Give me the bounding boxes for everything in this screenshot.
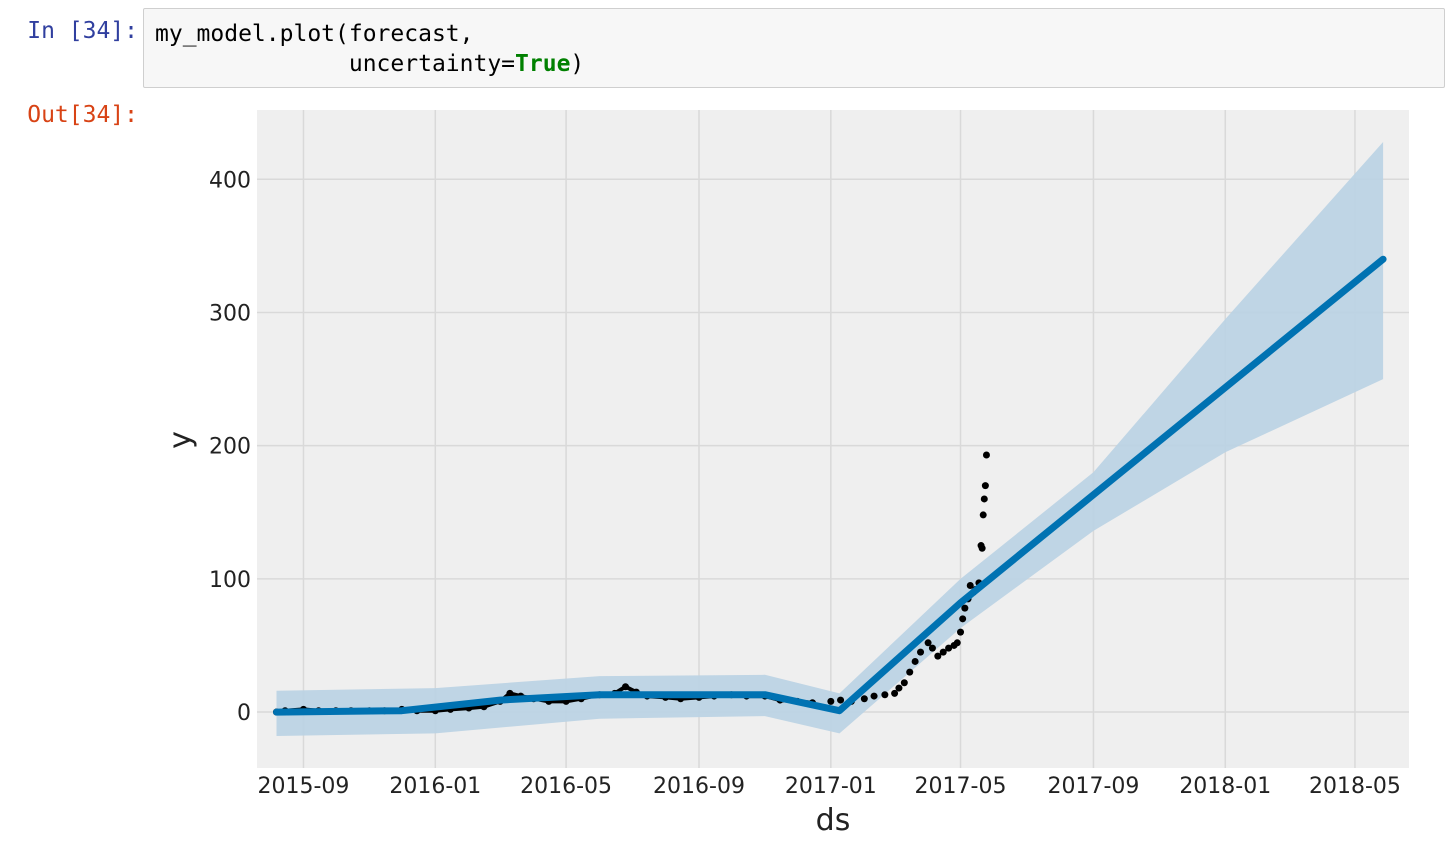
data-point bbox=[981, 482, 989, 490]
y-tick-label: 200 bbox=[209, 435, 251, 460]
x-tick-label: 2017-05 bbox=[915, 774, 1007, 799]
data-point bbox=[891, 689, 899, 697]
x-tick-labels: 2015-09 2016-01 2016-05 2016-09 2017-01 2017-… bbox=[258, 774, 1401, 799]
data-point bbox=[827, 697, 835, 705]
x-tick-label: 2018-01 bbox=[1179, 774, 1271, 799]
data-point bbox=[939, 648, 947, 656]
x-tick-label: 2015-09 bbox=[258, 774, 350, 799]
data-point bbox=[945, 644, 953, 652]
data-point bbox=[860, 695, 868, 703]
data-point bbox=[966, 582, 974, 590]
data-point bbox=[978, 544, 986, 552]
data-point bbox=[900, 679, 908, 687]
data-point bbox=[961, 604, 969, 612]
forecast-line bbox=[273, 255, 1387, 716]
data-point bbox=[881, 691, 889, 699]
data-point bbox=[906, 668, 914, 676]
data-point bbox=[934, 652, 942, 660]
input-prompt: In [34]: bbox=[27, 18, 138, 44]
y-axis-label: y bbox=[163, 431, 198, 449]
data-point bbox=[982, 451, 990, 459]
data-point bbox=[895, 684, 903, 692]
data-point bbox=[911, 657, 919, 665]
y-tick-label: 100 bbox=[209, 568, 251, 593]
data-point bbox=[924, 639, 932, 647]
data-point bbox=[506, 689, 514, 697]
code-line-1: my_model.plot(forecast, bbox=[155, 21, 474, 47]
x-axis-label: ds bbox=[816, 803, 851, 838]
code-line-2-indent: uncertainty= bbox=[155, 51, 516, 77]
code-keyword-true: True bbox=[515, 51, 571, 77]
x-tick-label: 2017-01 bbox=[785, 774, 877, 799]
y-tick-label: 0 bbox=[237, 701, 251, 726]
data-point bbox=[953, 639, 961, 647]
x-tick-label: 2016-05 bbox=[520, 774, 612, 799]
code-line-2-end: ) bbox=[570, 51, 585, 77]
output-prompt: Out[34]: bbox=[27, 102, 138, 128]
x-tick-label: 2016-01 bbox=[389, 774, 481, 799]
y-tick-labels: 0 100 200 300 400 bbox=[209, 168, 251, 726]
y-tick-label: 400 bbox=[209, 168, 251, 193]
x-tick-label: 2016-09 bbox=[653, 774, 745, 799]
y-tick-label: 300 bbox=[209, 301, 251, 326]
data-point bbox=[622, 683, 630, 691]
code-editor[interactable]: my_model.plot(forecast, uncertainty=True… bbox=[155, 19, 584, 79]
data-point bbox=[959, 615, 967, 623]
x-tick-label: 2018-05 bbox=[1309, 774, 1401, 799]
data-point bbox=[917, 648, 925, 656]
data-point bbox=[979, 511, 987, 519]
data-point bbox=[928, 644, 936, 652]
data-point bbox=[837, 696, 845, 704]
forecast-chart: 2015-09 2016-01 2016-05 2016-09 2017-01 2017-… bbox=[163, 110, 1409, 838]
data-point bbox=[980, 495, 988, 503]
x-tick-label: 2017-09 bbox=[1047, 774, 1139, 799]
output-area: 2015-09 2016-01 2016-05 2016-09 2017-01 2017-… bbox=[150, 98, 1440, 848]
code-input-area[interactable]: my_model.plot(forecast, uncertainty=True… bbox=[143, 8, 1445, 88]
data-point bbox=[957, 628, 965, 636]
data-point bbox=[870, 692, 878, 700]
